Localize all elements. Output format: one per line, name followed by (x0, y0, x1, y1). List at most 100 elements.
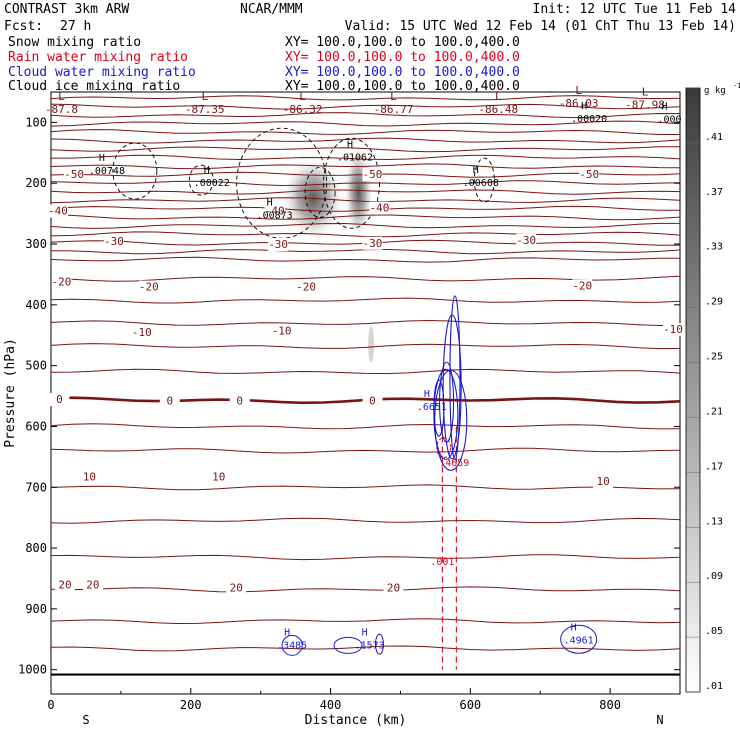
y-tick-label: 900 (25, 602, 47, 616)
colorbar-unit-exponent: -1 (733, 82, 740, 90)
maximum-marker: H (99, 153, 105, 164)
maximum-marker: H (204, 165, 210, 176)
colorbar (685, 87, 701, 693)
center-name: NCAR/MMM (240, 2, 303, 17)
cloud-water-contour (449, 295, 461, 461)
isotherm-label: 10 (212, 470, 225, 483)
field-label-cloud-water: Cloud water mixing ratio (8, 65, 196, 80)
isotherm-label-bg (572, 279, 593, 293)
snow-shading (368, 326, 375, 363)
maximum-value: .00873 (257, 210, 293, 221)
cloud-ice-contour (304, 166, 336, 218)
cloud-ice-contour (112, 142, 158, 200)
cloud-water-contour (433, 368, 459, 460)
maximum-value: .00748 (89, 166, 125, 177)
isotherm-label-bg (264, 204, 285, 218)
maximum-value: .001 (430, 557, 454, 568)
chart-title: CONTRAST 3km ARW (4, 2, 130, 17)
isotherm-label: 0 (166, 394, 173, 407)
minimum-value: -86.03 (559, 97, 599, 110)
field-xy-rain: XY= 100.0,100.0 to 100.0,400.0 (285, 50, 520, 65)
minimum-marker: L (495, 90, 502, 103)
field-xy-snow: XY= 100.0,100.0 to 100.0,400.0 (285, 35, 520, 50)
isotherm-label: 10 (83, 470, 96, 483)
isotherm-label-bg (229, 394, 250, 408)
colorbar-label: .13 (705, 516, 723, 527)
isotherm-label-bg (159, 394, 180, 408)
isotherm-label-bg (103, 234, 124, 248)
y-tick-label: 1000 (18, 663, 47, 677)
minimum-value: -87.8 (45, 103, 78, 116)
isotherm-label: -30 (104, 235, 124, 248)
maximum-marker: H (347, 140, 353, 151)
isotherm-label: -30 (516, 234, 536, 247)
colorbar-label: .41 (705, 132, 723, 143)
maximum-marker: H (424, 389, 430, 400)
isotherm-line (51, 154, 681, 161)
y-tick-label: 500 (25, 359, 47, 373)
isotherm-line (50, 146, 680, 153)
isotherm-label-bg (579, 168, 600, 182)
minimum-marker: L (575, 84, 582, 97)
isotherm-label-bg (49, 393, 70, 407)
maximum-value: .3485 (277, 640, 307, 651)
isotherm-label: 20 (230, 582, 243, 595)
minimum-value: -86.32 (283, 103, 323, 116)
maximum-value: .00022 (194, 178, 230, 189)
isotherm-line (50, 256, 680, 263)
field-xy-cloud-ice: XY= 100.0,100.0 to 100.0,400.0 (285, 79, 520, 94)
isotherm-label: 0 (56, 393, 63, 406)
field-label-snow: Snow mixing ratio (8, 35, 142, 50)
isotherm-label-bg (362, 394, 383, 408)
isotherm-label-bg (226, 581, 247, 595)
x-tick-label: 400 (320, 698, 342, 712)
x-axis-title: Distance (km) (305, 713, 407, 728)
isotherm-label-bg (271, 324, 292, 338)
isotherm-line (50, 214, 681, 221)
maximum-value: .1573 (355, 640, 385, 651)
isotherm-label: 20 (387, 582, 400, 595)
isotherm-line (50, 120, 681, 127)
isotherm-line (50, 231, 681, 238)
minimum-marker: L (642, 85, 649, 98)
y-axis-title: Pressure (hPa) (3, 338, 18, 448)
y-tick-label: 800 (25, 541, 47, 555)
isotherm-line (50, 222, 680, 229)
colorbar-unit: g kg (704, 86, 726, 96)
colorbar-label: .29 (705, 297, 723, 308)
isotherm-line (50, 423, 681, 430)
isotherm-line (50, 484, 681, 491)
cloud-ice-contour (323, 137, 380, 229)
cloud-water-contour (434, 369, 468, 471)
isotherm-label-bg (268, 238, 289, 252)
maximum-marker: H (581, 101, 587, 112)
x-tick-label: 600 (459, 698, 481, 712)
y-tick-label: 200 (25, 176, 47, 190)
isotherm-label: 20 (86, 579, 99, 592)
minimum-value: -86.77 (374, 103, 414, 116)
x-tick-label: 800 (599, 698, 621, 712)
colorbar-label: .01 (705, 681, 723, 692)
isotherm-line (50, 618, 681, 625)
isotherm-label: -20 (296, 281, 316, 294)
forecast-label: Fcst: (4, 19, 44, 34)
valid-time: Valid: 15 UTC Wed 12 Feb 14 (01 ChT Thu … (344, 19, 736, 34)
isotherm-label-bg (131, 326, 152, 340)
isotherm-label: -30 (363, 237, 383, 250)
maximum-marker: H (571, 622, 577, 633)
field-label-cloud-ice: Cloud ice mixing ratio (8, 79, 181, 94)
cloud-water-contour (560, 624, 598, 654)
minimum-marker: L (299, 90, 306, 103)
field-label-rain: Rain water mixing ratio (8, 50, 189, 65)
cloud-water-contour (442, 314, 462, 460)
isotherm-label: -20 (139, 281, 159, 294)
isotherm-label-bg (208, 470, 229, 484)
colorbar-label: .21 (705, 406, 723, 417)
minimum-marker: L (58, 90, 65, 103)
isotherm-label: -50 (363, 168, 383, 181)
isotherm-label-bg (54, 578, 75, 592)
isotherm-label: 10 (596, 475, 609, 488)
isotherm-line (50, 343, 681, 350)
maximum-value: .4659 (439, 458, 469, 469)
